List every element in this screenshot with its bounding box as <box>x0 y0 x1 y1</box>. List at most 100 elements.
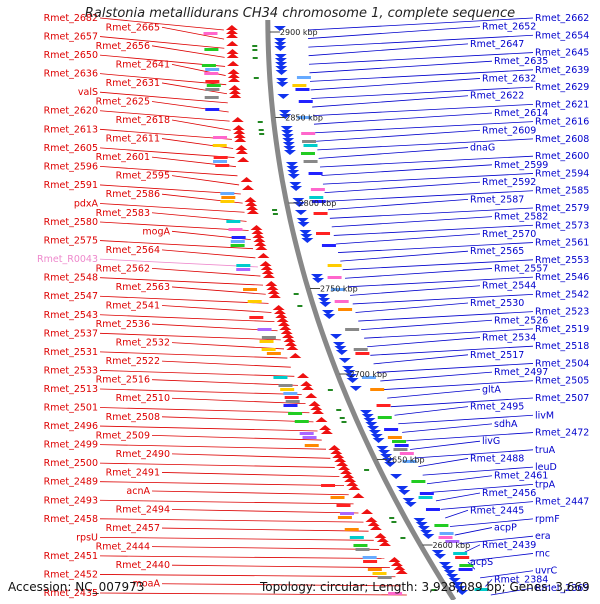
right-gene-label[interactable]: Rmet_2609 <box>482 125 536 136</box>
left-gene-label[interactable]: Rmet_2682 <box>44 13 98 24</box>
left-gene-label[interactable]: Rmet_2547 <box>44 291 98 302</box>
left-gene-label[interactable]: Rmet_2618 <box>116 115 170 126</box>
right-gene-label[interactable]: rpmF <box>535 514 560 525</box>
right-gene-label[interactable]: Rmet_2592 <box>482 177 536 188</box>
left-gene-label[interactable]: Rmet_2563 <box>116 282 170 293</box>
left-gene-label[interactable]: valS <box>78 87 98 98</box>
right-gene-label[interactable]: Rmet_2565 <box>470 246 524 257</box>
right-gene-label[interactable]: Rmet_2616 <box>535 117 589 128</box>
left-gene-label[interactable]: Rmet_2591 <box>44 180 98 191</box>
left-gene-label[interactable]: Rmet_2490 <box>116 449 170 460</box>
left-gene-label[interactable]: Rmet_2532 <box>116 338 170 349</box>
right-gene-label[interactable]: Rmet_2546 <box>535 272 589 283</box>
left-gene-label[interactable]: Rmet_2605 <box>44 143 98 154</box>
left-gene-label[interactable]: Rmet_2501 <box>44 403 98 414</box>
right-gene-label[interactable]: Rmet_2534 <box>482 333 536 344</box>
left-gene-label[interactable]: Rmet_2499 <box>44 440 98 451</box>
left-gene-label[interactable]: Rmet_2452 <box>44 569 98 580</box>
left-gene-label[interactable]: Rmet_2580 <box>44 217 98 228</box>
left-gene-label[interactable]: moaA <box>133 579 161 590</box>
right-gene-label[interactable]: era <box>535 531 551 542</box>
right-gene-label[interactable]: Rmet_2495 <box>470 402 524 413</box>
left-gene-label[interactable]: Rmet_2601 <box>96 152 150 163</box>
left-gene-label[interactable]: Rmet_2650 <box>44 50 98 61</box>
right-gene-label[interactable]: Rmet_2488 <box>470 453 524 464</box>
right-gene-label[interactable]: Rmet_2654 <box>535 30 589 41</box>
right-gene-label[interactable]: dnaG <box>470 143 495 154</box>
left-gene-label[interactable]: Rmet_2575 <box>44 236 98 247</box>
left-gene-label[interactable]: Rmet_2508 <box>106 412 160 423</box>
right-gene-label[interactable]: Rmet_2530 <box>470 298 524 309</box>
left-gene-label[interactable]: Rmet_2522 <box>106 356 160 367</box>
right-gene-label[interactable]: Rmet_2582 <box>494 212 548 223</box>
right-gene-label[interactable]: Rmet_2600 <box>535 151 589 162</box>
left-gene-label[interactable]: Rmet_2489 <box>44 477 98 488</box>
left-gene-label[interactable]: Rmet_2500 <box>44 458 98 469</box>
right-gene-label[interactable]: acpP <box>494 523 517 534</box>
right-gene-label[interactable]: trpA <box>535 479 556 490</box>
left-gene-label[interactable]: Rmet_2444 <box>96 542 150 553</box>
right-gene-label[interactable]: Rmet_2594 <box>535 168 589 179</box>
left-gene-label[interactable]: Rmet_2494 <box>116 505 170 516</box>
left-gene-label[interactable]: Rmet_2636 <box>44 69 98 80</box>
right-gene-label[interactable]: Rmet_2622 <box>470 91 524 102</box>
left-gene-label[interactable]: pdxA <box>74 198 99 209</box>
left-gene-label[interactable]: Rmet_2641 <box>116 59 170 70</box>
right-gene-label[interactable]: Rmet_2504 <box>535 358 589 369</box>
left-gene-label[interactable]: Rmet_2586 <box>106 189 160 200</box>
left-gene-label[interactable]: Rmet_2513 <box>44 384 98 395</box>
right-gene-label[interactable]: Rmet_2439 <box>482 540 536 551</box>
left-gene-label[interactable]: Rmet_2531 <box>44 347 98 358</box>
right-gene-label[interactable]: Rmet_2587 <box>470 194 524 205</box>
right-gene-label[interactable]: Rmet_2542 <box>535 289 589 300</box>
right-gene-label[interactable]: acpS <box>470 557 493 568</box>
left-gene-label[interactable]: Rmet_2516 <box>96 375 150 386</box>
left-gene-label[interactable]: Rmet_2440 <box>116 560 170 571</box>
right-gene-label[interactable]: truA <box>535 445 556 456</box>
left-gene-label[interactable]: rpsU <box>76 532 98 543</box>
left-gene-label[interactable]: Rmet_R0043 <box>37 254 98 265</box>
right-gene-label[interactable]: Rmet_2472 <box>535 428 589 439</box>
right-gene-label[interactable]: Rmet_2570 <box>482 229 536 240</box>
right-gene-label[interactable]: Rmet_2517 <box>470 350 524 361</box>
right-gene-label[interactable]: Rmet_2647 <box>470 39 524 50</box>
left-gene-label[interactable]: Rmet_2496 <box>44 421 98 432</box>
left-gene-label[interactable]: Rmet_2510 <box>116 393 170 404</box>
right-gene-label[interactable]: Rmet_2526 <box>494 315 548 326</box>
right-gene-label[interactable]: Rmet_2585 <box>535 186 589 197</box>
right-gene-label[interactable]: Rmet_2497 <box>494 367 548 378</box>
right-gene-label[interactable]: Rmet_2614 <box>494 108 548 119</box>
left-gene-label[interactable]: Rmet_2541 <box>106 301 160 312</box>
left-gene-label[interactable]: mogA <box>142 226 170 237</box>
right-gene-label[interactable]: Rmet_2456 <box>482 488 536 499</box>
right-gene-label[interactable]: Rmet_2561 <box>535 238 589 249</box>
left-gene-label[interactable]: Rmet_2451 <box>44 551 98 562</box>
right-gene-label[interactable]: Rmet_2635 <box>494 56 548 67</box>
left-gene-label[interactable]: Rmet_2533 <box>44 365 98 376</box>
right-gene-label[interactable]: Rmet_2505 <box>535 376 589 387</box>
left-gene-label[interactable]: Rmet_2583 <box>96 208 150 219</box>
right-gene-label[interactable]: uvrC <box>535 566 558 577</box>
right-gene-label[interactable]: sdhA <box>494 419 518 430</box>
right-gene-label[interactable]: Rmet_2507 <box>535 393 589 404</box>
right-gene-label[interactable]: Rmet_2445 <box>470 505 524 516</box>
right-gene-label[interactable]: livM <box>535 410 554 421</box>
right-gene-label[interactable]: Rmet_2518 <box>535 341 589 352</box>
right-gene-label[interactable]: Rmet_2544 <box>482 281 536 292</box>
left-gene-label[interactable]: Rmet_2548 <box>44 273 98 284</box>
left-gene-label[interactable]: Rmet_2620 <box>44 106 98 117</box>
right-gene-label[interactable]: Rmet_2369 <box>535 583 589 594</box>
right-gene-label[interactable]: Rmet_2519 <box>535 324 589 335</box>
left-gene-label[interactable]: Rmet_2625 <box>96 96 150 107</box>
right-gene-label[interactable]: Rmet_2447 <box>535 497 589 508</box>
left-gene-label[interactable]: Rmet_2543 <box>44 310 98 321</box>
right-gene-label[interactable]: Rmet_2621 <box>535 99 589 110</box>
left-gene-label[interactable]: Rmet_2611 <box>106 134 160 145</box>
right-gene-label[interactable]: gltA <box>482 384 501 395</box>
right-gene-label[interactable]: Rmet_2573 <box>535 220 589 231</box>
right-gene-label[interactable]: Rmet_2523 <box>535 307 589 318</box>
left-gene-label[interactable]: Rmet_2435 <box>44 588 98 599</box>
left-gene-label[interactable]: Rmet_2657 <box>44 32 98 43</box>
left-gene-label[interactable]: Rmet_2457 <box>106 523 160 534</box>
right-gene-label[interactable]: Rmet_2384 <box>494 574 548 585</box>
